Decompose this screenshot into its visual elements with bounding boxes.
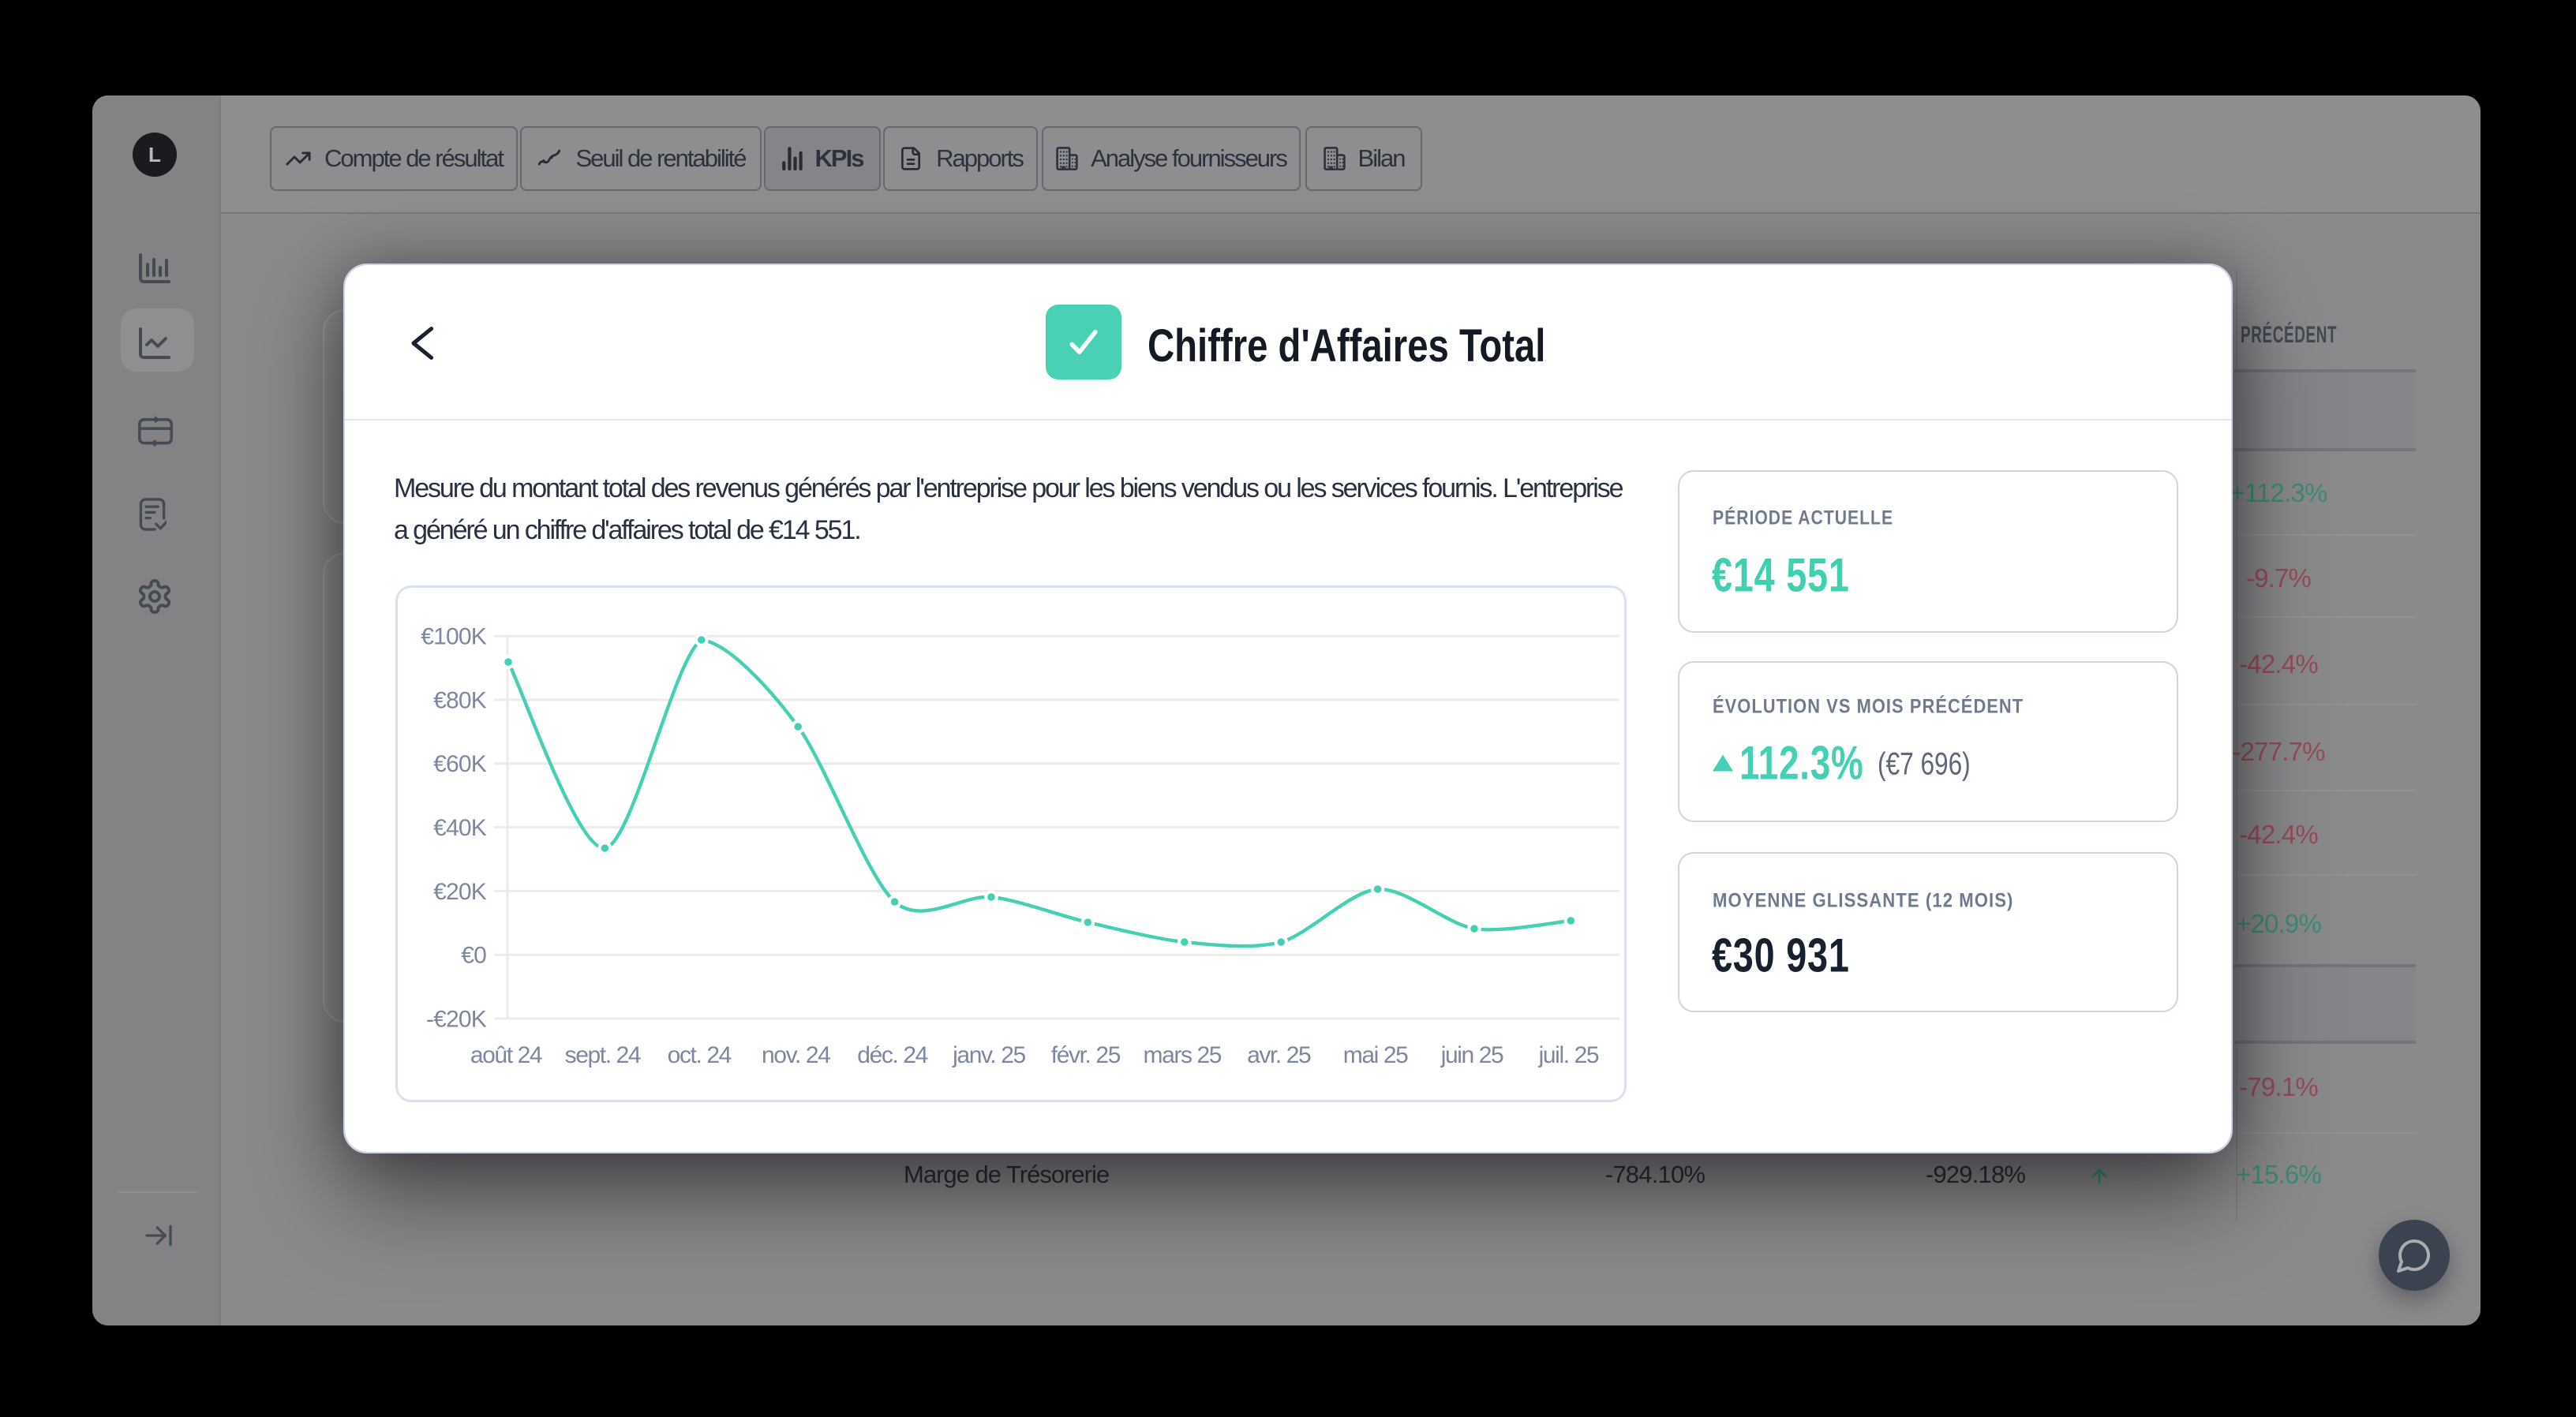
svg-text:€40K: €40K (433, 815, 487, 841)
svg-text:€20K: €20K (433, 879, 487, 905)
svg-text:avr. 25: avr. 25 (1247, 1042, 1311, 1068)
svg-text:€0: €0 (461, 943, 486, 969)
svg-text:-€20K: -€20K (426, 1006, 487, 1032)
svg-text:août 24: août 24 (470, 1042, 542, 1068)
svg-text:€60K: €60K (433, 751, 487, 777)
svg-text:sept. 24: sept. 24 (565, 1042, 641, 1068)
svg-text:juil. 25: juil. 25 (1538, 1042, 1599, 1068)
svg-text:févr. 25: févr. 25 (1051, 1042, 1121, 1068)
svg-text:mai 25: mai 25 (1343, 1042, 1408, 1068)
svg-text:€100K: €100K (421, 624, 487, 650)
svg-text:nov. 24: nov. 24 (762, 1042, 830, 1068)
svg-text:déc. 24: déc. 24 (857, 1042, 927, 1068)
svg-text:janv. 25: janv. 25 (952, 1042, 1025, 1068)
svg-text:oct. 24: oct. 24 (668, 1042, 732, 1068)
svg-text:juin 25: juin 25 (1440, 1042, 1503, 1068)
svg-text:mars 25: mars 25 (1144, 1042, 1222, 1068)
svg-text:€80K: €80K (433, 687, 487, 713)
